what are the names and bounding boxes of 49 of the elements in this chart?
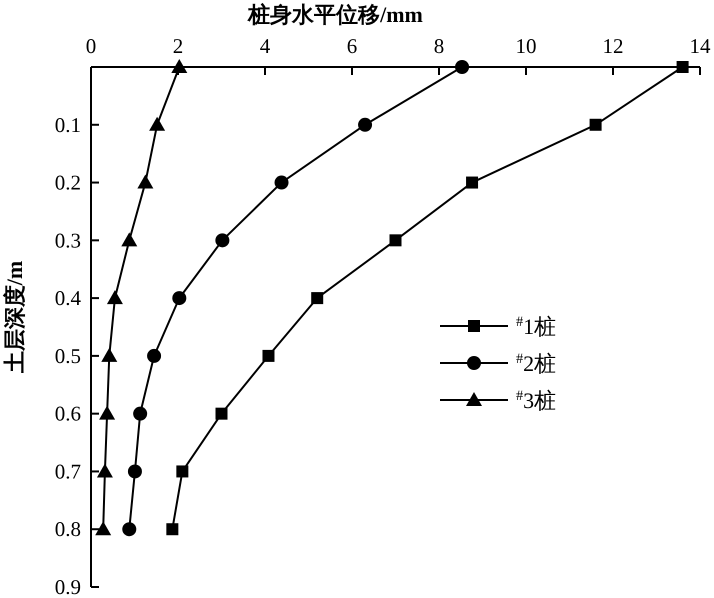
point (311, 292, 324, 304)
point (171, 59, 188, 73)
point (216, 408, 228, 420)
point (676, 61, 689, 73)
point (358, 118, 372, 132)
point (172, 291, 186, 306)
point (149, 116, 166, 131)
y-axis-title: 土层深度/m (2, 260, 27, 374)
x-tick-label: 4 (260, 34, 271, 58)
x-tick-label: 0 (86, 34, 96, 58)
y-tick-label: 0.9 (54, 575, 81, 598)
point (137, 174, 154, 189)
point (390, 234, 402, 246)
legend-label: $^{#}$3桩 (516, 388, 556, 413)
x-tick-label: 2 (172, 34, 184, 58)
y-tick-label: 0.6 (54, 402, 81, 426)
point (455, 60, 470, 74)
point (121, 232, 138, 246)
point (590, 118, 602, 131)
x-tick-label: 14 (690, 34, 711, 58)
point (96, 463, 113, 478)
point (176, 465, 188, 478)
y-tick-label: 0.4 (54, 286, 82, 310)
point (99, 406, 116, 420)
x-tick-label: 10 (516, 34, 536, 58)
y-tick-label: 0.8 (54, 517, 81, 542)
point (166, 523, 178, 536)
y-tick-label: 0.1 (54, 112, 81, 137)
y-tick-label: 0.7 (54, 459, 81, 484)
x-tick-label: 12 (602, 34, 624, 58)
point (122, 522, 136, 536)
y-tick-label: 0.5 (54, 344, 81, 368)
point (133, 406, 148, 421)
point (262, 350, 274, 362)
point (101, 348, 118, 362)
point (95, 521, 112, 536)
x-axis-title: 桩身水平位移/mm (247, 2, 423, 27)
legend-label: $^{#}$1桩 (516, 314, 556, 339)
point (128, 464, 142, 478)
point (106, 290, 123, 304)
point (215, 233, 230, 248)
point (466, 176, 478, 189)
legend-label: $^{#}$2桩 (516, 351, 556, 376)
y-tick-label: 0.3 (54, 228, 81, 252)
point (274, 176, 289, 190)
point (147, 348, 162, 363)
x-tick-label: 6 (346, 34, 358, 58)
x-tick-label: 8 (434, 34, 444, 58)
y-tick-label: 0.2 (54, 170, 81, 195)
